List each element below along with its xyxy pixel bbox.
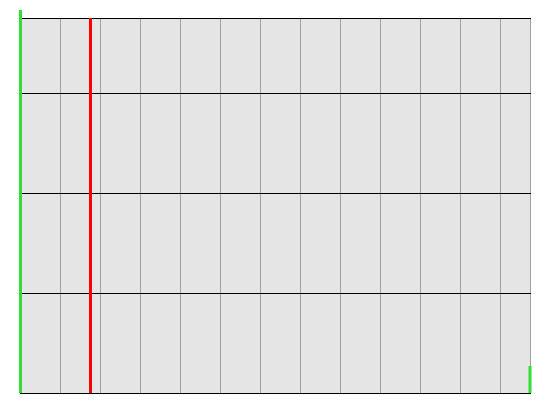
column-gridlines bbox=[60, 18, 531, 393]
timeline-markers[interactable] bbox=[19, 10, 532, 393]
row-gridlines bbox=[20, 18, 531, 394]
grid-background bbox=[20, 18, 530, 393]
